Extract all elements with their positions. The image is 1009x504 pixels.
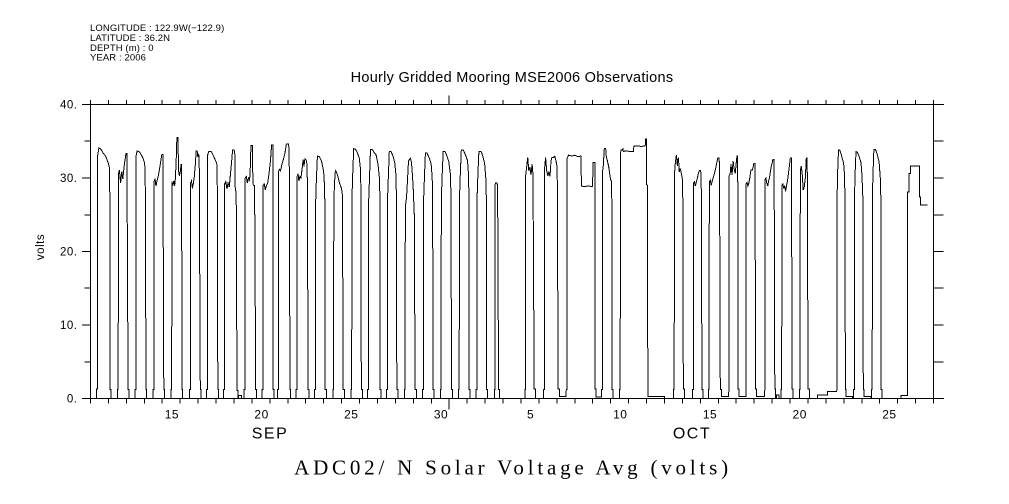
svg-text:25: 25 [882,408,896,422]
svg-text:10: 10 [613,408,627,422]
svg-text:Hourly Gridded Mooring MSE2006: Hourly Gridded Mooring MSE2006 Observati… [351,70,674,86]
svg-text:30: 30 [434,408,448,422]
svg-text:20.: 20. [60,247,78,259]
svg-text:DEPTH (m) : 0: DEPTH (m) : 0 [90,43,154,54]
svg-text:10.: 10. [60,320,78,332]
svg-text:40.: 40. [60,100,78,112]
svg-text:20: 20 [793,408,807,422]
svg-text:SEP: SEP [252,425,289,442]
svg-text:OCT: OCT [673,425,711,442]
svg-text:5: 5 [527,408,534,422]
svg-text:LONGITUDE : 122.9W(−122.9): LONGITUDE : 122.9W(−122.9) [90,23,224,34]
svg-text:15: 15 [703,408,717,422]
svg-text:YEAR : 2006: YEAR : 2006 [90,53,146,64]
svg-text:20: 20 [254,408,268,422]
svg-text:0.: 0. [67,394,78,406]
svg-text:LATITUDE : 36.2N: LATITUDE : 36.2N [90,33,170,44]
svg-text:25: 25 [344,408,358,422]
svg-text:volts: volts [35,234,47,260]
svg-text:ADC02/ N Solar Voltage Avg (vo: ADC02/ N Solar Voltage Avg (volts) [294,456,732,480]
svg-text:30.: 30. [60,173,78,185]
svg-text:15: 15 [165,408,179,422]
